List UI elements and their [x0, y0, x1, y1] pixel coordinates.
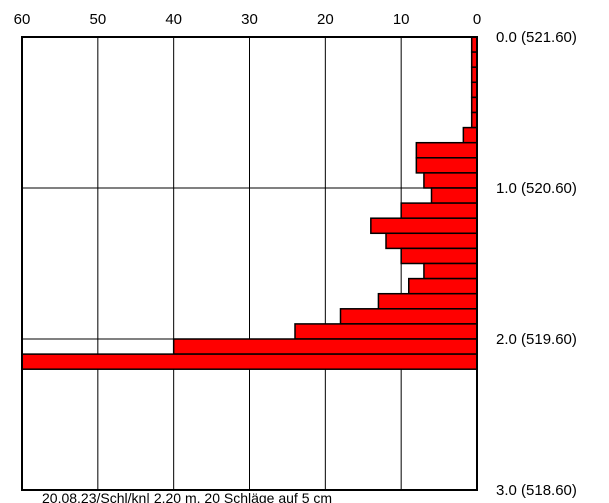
chart-bars — [21, 36, 478, 370]
x-tick-label: 40 — [165, 11, 182, 28]
y-tick-label: 0.0 (521.60) — [496, 29, 577, 46]
histogram-bar — [430, 187, 478, 204]
y-axis-ticks: 0.0 (521.60) 1.0 (520.60) 2.0 (519.60) 3.0 … — [496, 29, 577, 499]
histogram-bar — [423, 172, 478, 189]
histogram-bar — [408, 277, 478, 295]
x-tick-label: 30 — [241, 11, 258, 28]
histogram-bar — [400, 202, 478, 219]
y-tick-label: 3.0 (518.60) — [496, 482, 577, 499]
histogram-bar — [172, 338, 478, 355]
histogram-bar — [423, 262, 478, 280]
histogram-bar — [400, 247, 478, 265]
x-tick-label: 60 — [14, 11, 31, 28]
histogram-bar — [294, 323, 478, 340]
x-tick-label: 20 — [317, 11, 334, 28]
x-tick-label: 10 — [393, 11, 410, 28]
plot-frame — [21, 36, 478, 491]
histogram-bar — [21, 353, 478, 370]
x-tick-label: 0 — [473, 11, 481, 28]
chart-caption: 20.08.23/Schl/kn| 2.20 m, 20 Schläge auf… — [42, 490, 332, 503]
y-tick-label: 2.0 (519.60) — [496, 331, 577, 348]
histogram-bar — [385, 232, 478, 250]
histogram-bar — [415, 141, 478, 159]
y-tick-label: 1.0 (520.60) — [496, 180, 577, 197]
x-axis-ticks: 60 50 40 30 20 10 0 — [14, 11, 482, 28]
x-tick-label: 50 — [89, 11, 106, 28]
histogram-bar — [339, 308, 478, 325]
histogram-bar — [415, 157, 478, 174]
histogram-bar — [370, 217, 478, 235]
histogram-bar — [377, 292, 478, 310]
histogram-bar — [462, 126, 478, 144]
